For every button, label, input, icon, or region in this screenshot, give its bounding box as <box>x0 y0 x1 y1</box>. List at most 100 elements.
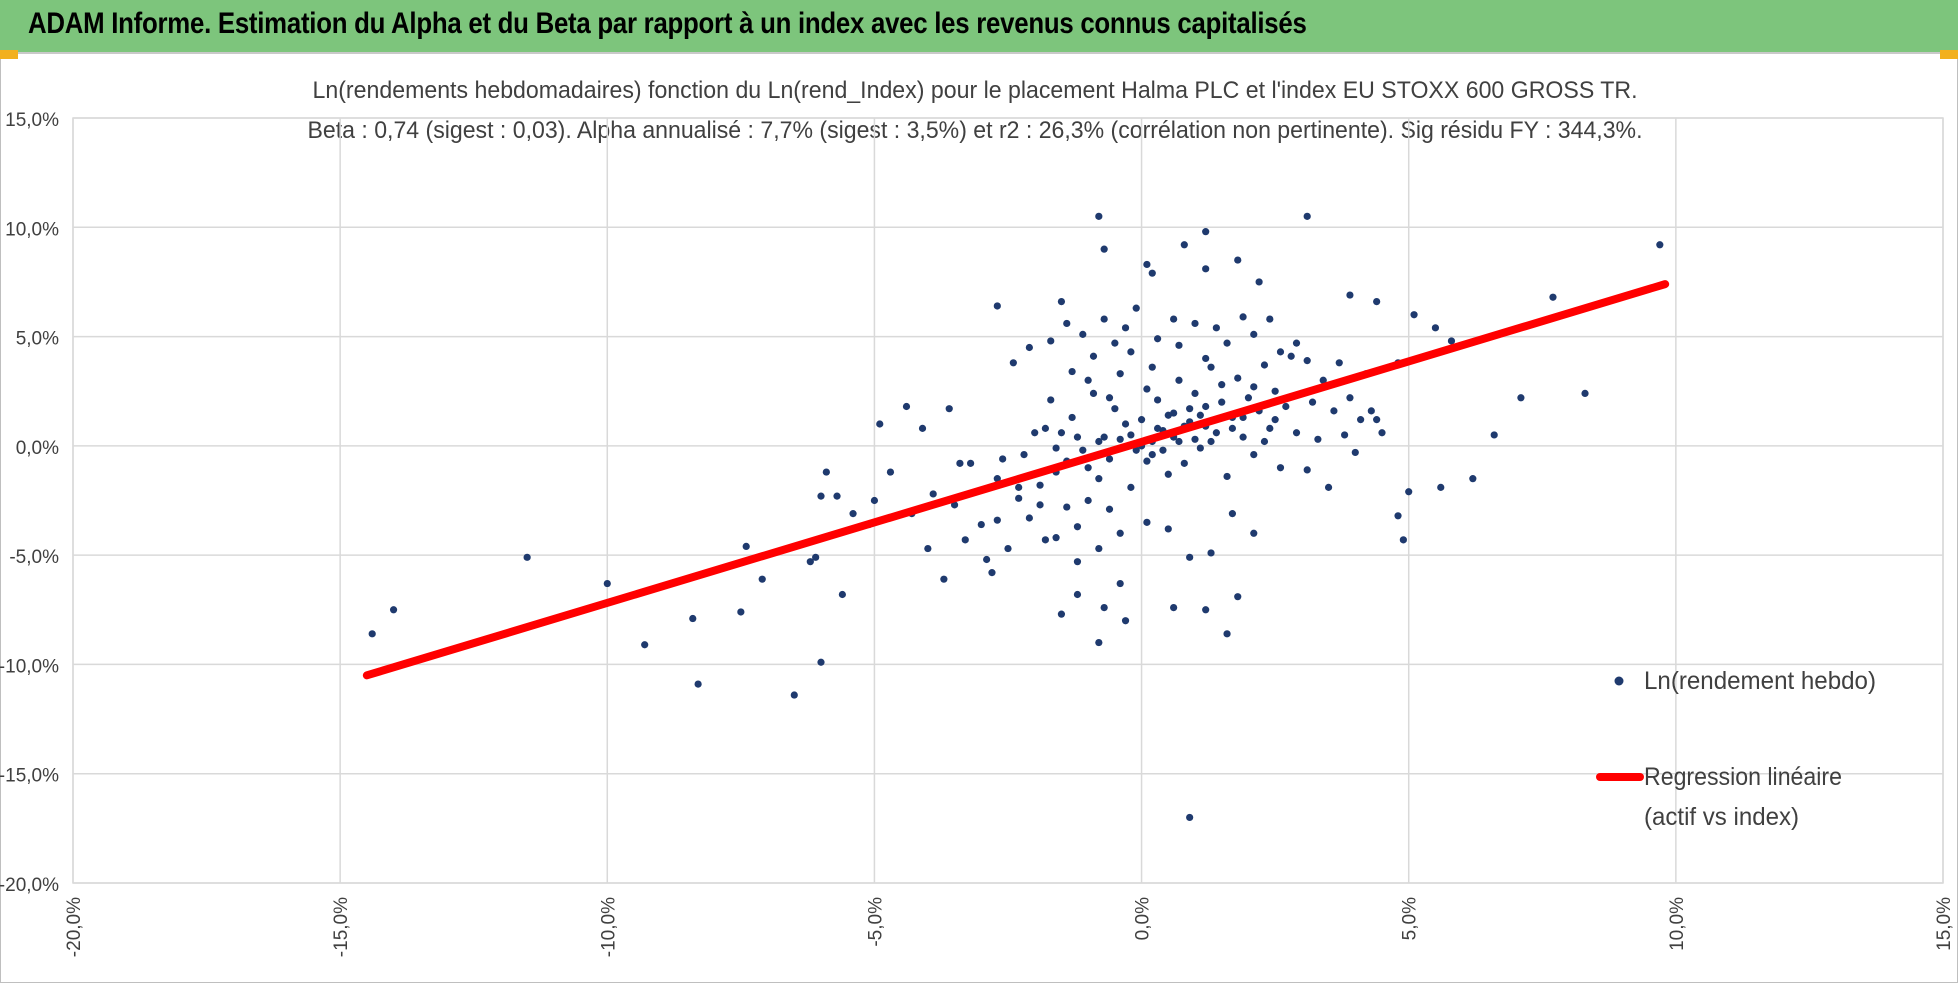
data-point <box>822 468 830 476</box>
data-point <box>1121 420 1130 428</box>
data-point <box>641 641 649 649</box>
data-point <box>1223 630 1231 638</box>
data-point <box>1218 398 1226 406</box>
data-point <box>1341 431 1349 439</box>
data-point <box>1212 324 1220 332</box>
data-point <box>1260 361 1269 369</box>
data-point <box>1159 446 1167 454</box>
data-point <box>1431 324 1440 332</box>
data-point <box>1084 496 1092 505</box>
data-point <box>1089 389 1098 397</box>
data-point <box>1100 604 1108 612</box>
data-point <box>1186 553 1194 561</box>
data-point <box>1031 429 1039 437</box>
data-point <box>1154 396 1162 404</box>
x-tick-label: -10,0% <box>598 897 619 957</box>
data-point <box>1143 457 1151 465</box>
data-point <box>1137 416 1146 424</box>
legend-marker-points <box>1614 676 1624 686</box>
data-point <box>1250 330 1258 338</box>
data-point <box>1063 503 1071 511</box>
data-point <box>1191 319 1199 328</box>
y-tick-label: -5,0% <box>9 547 59 568</box>
data-point <box>1282 402 1290 411</box>
data-point <box>1549 293 1557 301</box>
data-point <box>742 542 750 550</box>
y-tick-label: 15,0% <box>5 110 59 131</box>
data-point <box>1517 394 1525 402</box>
data-point <box>967 459 975 467</box>
legend-label-regression-line1: Regression linéaire <box>1644 763 1842 791</box>
data-point <box>1057 429 1066 437</box>
data-point <box>1175 341 1183 349</box>
data-point <box>1127 348 1135 356</box>
data-point <box>1276 464 1285 472</box>
data-point <box>812 553 820 561</box>
data-point <box>1175 376 1183 384</box>
corner-marker-right <box>1940 50 1958 59</box>
data-point <box>1351 448 1359 457</box>
data-point <box>1057 298 1066 306</box>
data-point <box>1234 593 1242 601</box>
y-tick-label: 0,0% <box>16 438 59 459</box>
data-point <box>1116 579 1124 588</box>
data-point <box>1095 437 1103 446</box>
data-point <box>1164 525 1172 533</box>
y-tick-label: 10,0% <box>5 219 59 240</box>
data-point <box>870 496 879 505</box>
data-point <box>1063 319 1071 328</box>
x-tick-label: -15,0% <box>331 897 352 957</box>
data-point <box>1581 389 1589 397</box>
data-point <box>1009 359 1017 367</box>
data-point <box>1180 241 1188 249</box>
x-tick-label: 15,0% <box>1934 897 1955 951</box>
data-point <box>1266 315 1274 323</box>
data-point <box>1437 483 1445 491</box>
data-point <box>1191 389 1199 397</box>
data-point <box>999 455 1007 463</box>
data-point <box>1025 514 1033 522</box>
y-axis-tick-labels: 15,0% 10,0% 5,0% 0,0% -5,0% -10,0% -15,0% -20,0… <box>0 110 59 896</box>
x-tick-label: 5,0% <box>1400 897 1421 940</box>
data-point <box>1239 433 1247 441</box>
x-tick-label: 0,0% <box>1133 897 1154 940</box>
data-point <box>1260 437 1269 446</box>
data-point <box>1186 405 1194 413</box>
data-point <box>1052 444 1060 452</box>
data-point <box>1228 510 1236 518</box>
x-axis-tick-labels: -20,0% -15,0% -10,0% -5,0% 0,0% 5,0% 10,0% 15,0… <box>64 897 1955 957</box>
data-point <box>1084 464 1092 472</box>
data-point <box>1292 429 1301 437</box>
legend-label-regression-line2: (actif vs index) <box>1644 803 1799 831</box>
data-point <box>1105 394 1114 402</box>
data-point <box>1490 431 1498 439</box>
data-point <box>1068 413 1076 422</box>
data-point <box>1373 298 1381 306</box>
report-header: ADAM Informe. Estimation du Alpha et du … <box>0 0 1958 54</box>
y-tick-label: -20,0% <box>0 875 59 896</box>
data-point <box>1020 451 1028 459</box>
legend-label-regression: Regression linéaire (actif vs index) <box>1644 763 1849 831</box>
regression-line <box>362 280 1670 680</box>
data-point <box>1196 411 1204 419</box>
data-point <box>1154 335 1162 343</box>
data-point <box>945 405 953 413</box>
data-point <box>1015 483 1023 491</box>
data-point <box>1335 359 1343 367</box>
scatter-chart: Ln(rendements hebdomadaires) fonction du… <box>0 77 1955 957</box>
data-point <box>1164 411 1172 419</box>
scatter-points <box>368 212 1664 822</box>
data-point <box>1324 483 1333 491</box>
x-tick-label: -20,0% <box>64 897 85 957</box>
data-point <box>1073 558 1082 566</box>
data-point <box>1116 529 1124 537</box>
data-point <box>1041 536 1049 544</box>
data-point <box>1073 523 1082 531</box>
data-point <box>1186 813 1194 822</box>
data-point <box>1202 606 1210 614</box>
data-point <box>1095 544 1103 553</box>
data-point <box>833 492 841 500</box>
data-point <box>523 553 531 561</box>
data-point <box>1148 269 1156 277</box>
data-point <box>1036 481 1044 489</box>
